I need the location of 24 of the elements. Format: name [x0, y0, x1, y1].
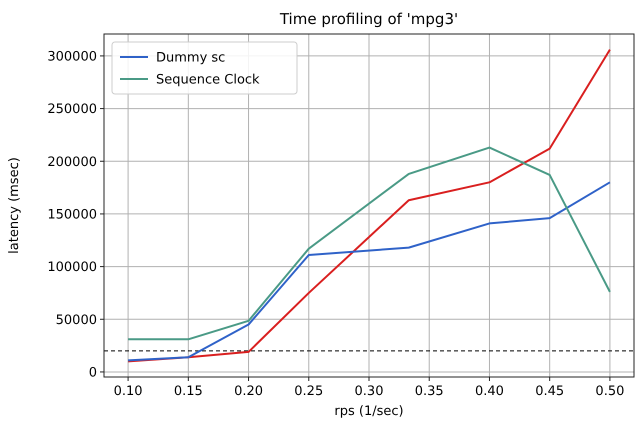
y-tick-label: 50000	[56, 312, 97, 328]
y-tick-label: 250000	[47, 102, 97, 118]
x-tick-label: 0.45	[535, 384, 564, 399]
line-series	[127, 146, 611, 340]
x-tick-label: 0.20	[234, 384, 264, 399]
legend-label: Sequence Clock	[156, 72, 260, 88]
line-series	[127, 181, 611, 362]
legend-label: Dummy sc	[156, 50, 226, 66]
x-axis-title: rps (1/sec)	[334, 404, 404, 419]
y-tick-label: 300000	[47, 49, 97, 64]
y-tick-label: 150000	[47, 207, 97, 222]
y-tick-label: 100000	[47, 260, 97, 276]
y-tick-label: 200000	[47, 154, 97, 170]
x-tick-label: 0.50	[595, 384, 624, 399]
x-tick-label: 0.40	[474, 384, 504, 399]
x-tick-label: 0.15	[174, 384, 203, 399]
line-series	[127, 48, 611, 362]
x-tick-label: 0.30	[354, 384, 384, 399]
chart-title: Time profiling of 'mpg3'	[278, 10, 458, 28]
y-tick-label: 0	[88, 365, 97, 380]
y-axis-title: latency (msec)	[7, 157, 22, 254]
x-tick-label: 0.35	[414, 384, 444, 399]
x-tick-label: 0.25	[294, 384, 324, 399]
x-tick-label: 0.10	[114, 384, 143, 399]
